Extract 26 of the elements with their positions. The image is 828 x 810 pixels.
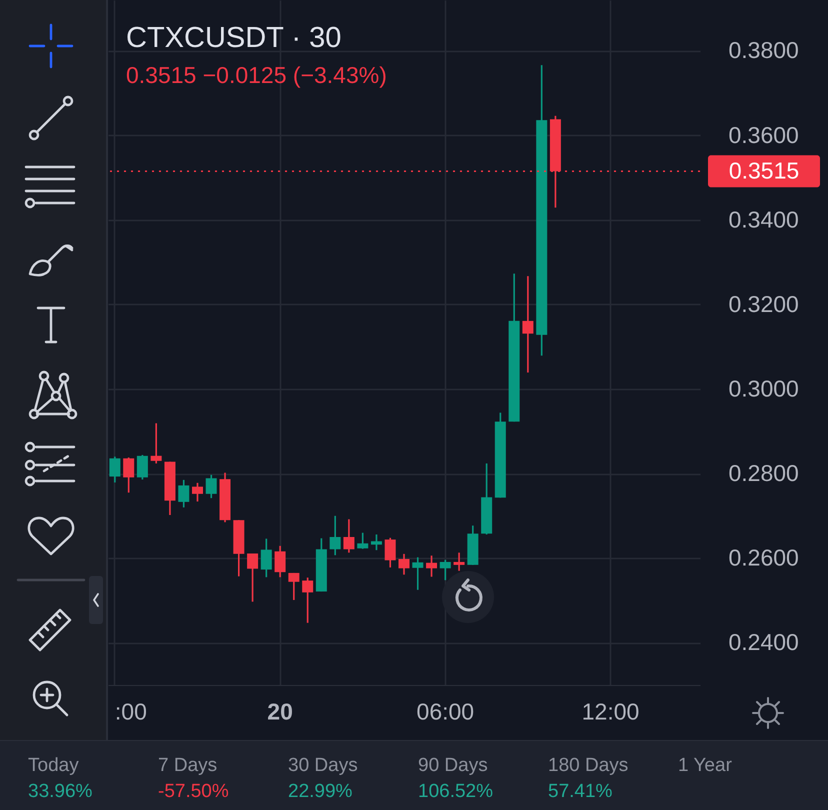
x-tick-label: 20	[267, 698, 293, 724]
text: 22.99%	[288, 780, 354, 804]
x-tick-label: 06:00	[416, 698, 474, 724]
y-tick-label: 0.3800	[728, 37, 799, 64]
text: Today	[28, 755, 79, 776]
text: 33.96%	[28, 780, 92, 804]
text: 57.41%	[548, 780, 614, 804]
text: CTXCUSDT · 30	[126, 22, 342, 54]
text: 106.52%	[418, 780, 494, 804]
y-tick-label: 0.2800	[728, 460, 799, 486]
x-tick-label: 12:00	[582, 698, 640, 724]
text: 180 Days	[548, 755, 628, 776]
text: 30 Days	[288, 755, 358, 776]
ref-line-label: 0.3515	[728, 157, 800, 184]
text: 90 Days	[418, 755, 488, 776]
y-tick-label: 0.2400	[728, 629, 799, 656]
y-tick-label: 0.3400	[728, 206, 799, 232]
x-tick-label: :00	[114, 698, 147, 724]
text: 1 Year	[678, 755, 732, 776]
y-tick-label: 0.3200	[728, 290, 799, 317]
text: -57.50%	[158, 780, 229, 804]
y-tick-label: 0.3000	[728, 376, 799, 402]
y-tick-label: 0.2600	[728, 544, 799, 571]
text: 7 Days	[158, 755, 218, 776]
y-tick-label: 0.3600	[728, 122, 799, 148]
text: 0.3515 −0.0125 (−3.43%)	[126, 62, 387, 88]
